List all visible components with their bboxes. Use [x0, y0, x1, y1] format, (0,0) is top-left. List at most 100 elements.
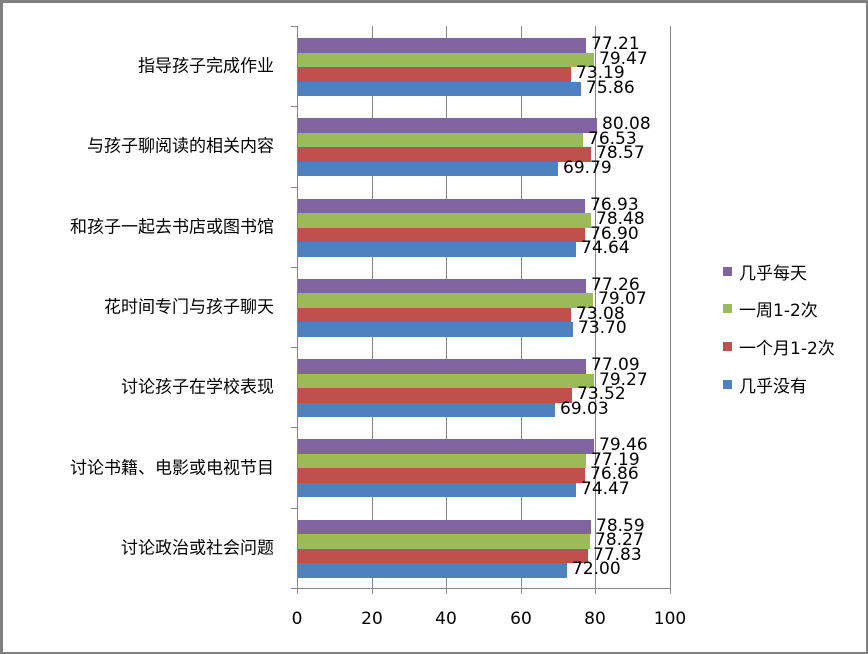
legend-swatch-icon	[723, 379, 732, 389]
data-label: 77.83	[593, 544, 642, 565]
data-label: 72.00	[572, 559, 621, 580]
bar	[298, 67, 571, 82]
bar	[298, 359, 586, 374]
x-axis	[297, 588, 671, 589]
legend-swatch-icon	[723, 341, 732, 351]
bar	[298, 213, 591, 228]
bar	[298, 242, 576, 257]
y-tick	[291, 508, 297, 509]
x-tick	[297, 588, 298, 594]
legend-label: 几乎没有	[739, 376, 807, 397]
bar	[298, 453, 586, 469]
data-label: 79.27	[599, 369, 648, 390]
data-label: 74.64	[581, 238, 630, 259]
data-label: 76.93	[590, 194, 639, 215]
legend-label: 一周1-2次	[739, 301, 818, 322]
bar	[298, 322, 573, 337]
legend-label: 一个月1-2次	[739, 338, 835, 359]
x-tick	[670, 588, 671, 594]
x-tick-label: 100	[653, 609, 687, 629]
y-tick	[291, 588, 297, 589]
data-label: 78.57	[596, 143, 645, 164]
y-tick	[291, 427, 297, 428]
bar	[298, 563, 567, 578]
legend-item: 一周1-2次	[723, 299, 818, 322]
bar	[298, 293, 593, 308]
bar	[298, 161, 558, 177]
bar	[298, 307, 571, 323]
bar	[298, 388, 572, 403]
data-label: 77.21	[591, 34, 640, 54]
category-label: 讨论书籍、电影或电视节目	[70, 458, 274, 479]
x-tick-label: 20	[361, 609, 383, 629]
y-axis	[297, 26, 298, 588]
legend-swatch-icon	[723, 304, 732, 314]
x-tick	[446, 588, 447, 594]
y-tick	[291, 106, 297, 107]
bar	[298, 548, 588, 564]
bar	[298, 118, 597, 133]
data-label: 75.86	[586, 77, 635, 98]
data-label: 73.70	[578, 318, 627, 339]
category-label: 和孩子一起去书店或图书馆	[70, 217, 274, 238]
data-label: 79.47	[599, 48, 648, 69]
x-tick-label: 60	[510, 609, 532, 629]
legend-swatch-icon	[723, 266, 732, 276]
data-label: 69.79	[563, 157, 612, 178]
legend-item: 几乎每天	[723, 261, 807, 284]
x-tick-label: 0	[291, 609, 303, 629]
data-label: 77.09	[591, 355, 640, 376]
category-label: 花时间专门与孩子聊天	[104, 297, 274, 318]
data-label: 78.59	[596, 515, 645, 536]
bar	[298, 373, 594, 389]
bar	[298, 402, 555, 418]
x-tick	[521, 588, 522, 594]
legend-item: 一个月1-2次	[723, 336, 835, 359]
data-label: 74.47	[581, 478, 630, 499]
data-label: 73.08	[576, 303, 625, 324]
y-tick	[291, 267, 297, 268]
data-label: 77.26	[591, 274, 640, 295]
y-tick	[291, 26, 297, 27]
x-tick	[372, 588, 373, 594]
bar	[298, 147, 591, 162]
bar	[298, 52, 594, 67]
bar	[298, 227, 585, 243]
x-tick	[595, 588, 596, 594]
bar	[298, 519, 591, 535]
category-label: 讨论孩子在学校表现	[121, 377, 274, 398]
data-label: 73.19	[576, 63, 625, 83]
category-label: 讨论政治或社会问题	[121, 538, 274, 559]
bar	[298, 534, 590, 549]
x-tick-label: 80	[584, 609, 606, 629]
category-label: 与孩子聊阅读的相关内容	[87, 136, 274, 157]
data-label: 79.07	[598, 289, 647, 310]
x-tick-label: 40	[435, 609, 457, 629]
category-label: 指导孩子完成作业	[138, 56, 274, 77]
y-tick	[291, 187, 297, 188]
plot-area: 77.21 79.47 73.19 75.86 80.08 76.53 78.57 69.79…	[291, 26, 671, 594]
data-label: 78.48	[596, 209, 645, 230]
y-tick	[291, 347, 297, 348]
data-label: 76.90	[590, 223, 639, 244]
gridline	[670, 26, 671, 588]
bar	[298, 38, 586, 53]
legend-item: 几乎没有	[723, 374, 807, 397]
data-label: 69.03	[560, 398, 609, 419]
data-label: 73.52	[577, 384, 626, 405]
gridline	[595, 26, 596, 588]
data-label: 80.08	[602, 114, 651, 135]
data-label: 76.53	[588, 128, 637, 149]
bar	[298, 198, 585, 214]
data-label: 79.46	[599, 435, 648, 456]
bar	[298, 81, 581, 96]
bar	[298, 468, 585, 483]
bar	[298, 439, 594, 454]
legend-label: 几乎每天	[739, 263, 807, 284]
bar	[298, 482, 576, 498]
bar	[298, 278, 586, 294]
data-label: 76.86	[590, 464, 639, 485]
bar	[298, 132, 583, 148]
data-label: 77.19	[591, 449, 640, 470]
